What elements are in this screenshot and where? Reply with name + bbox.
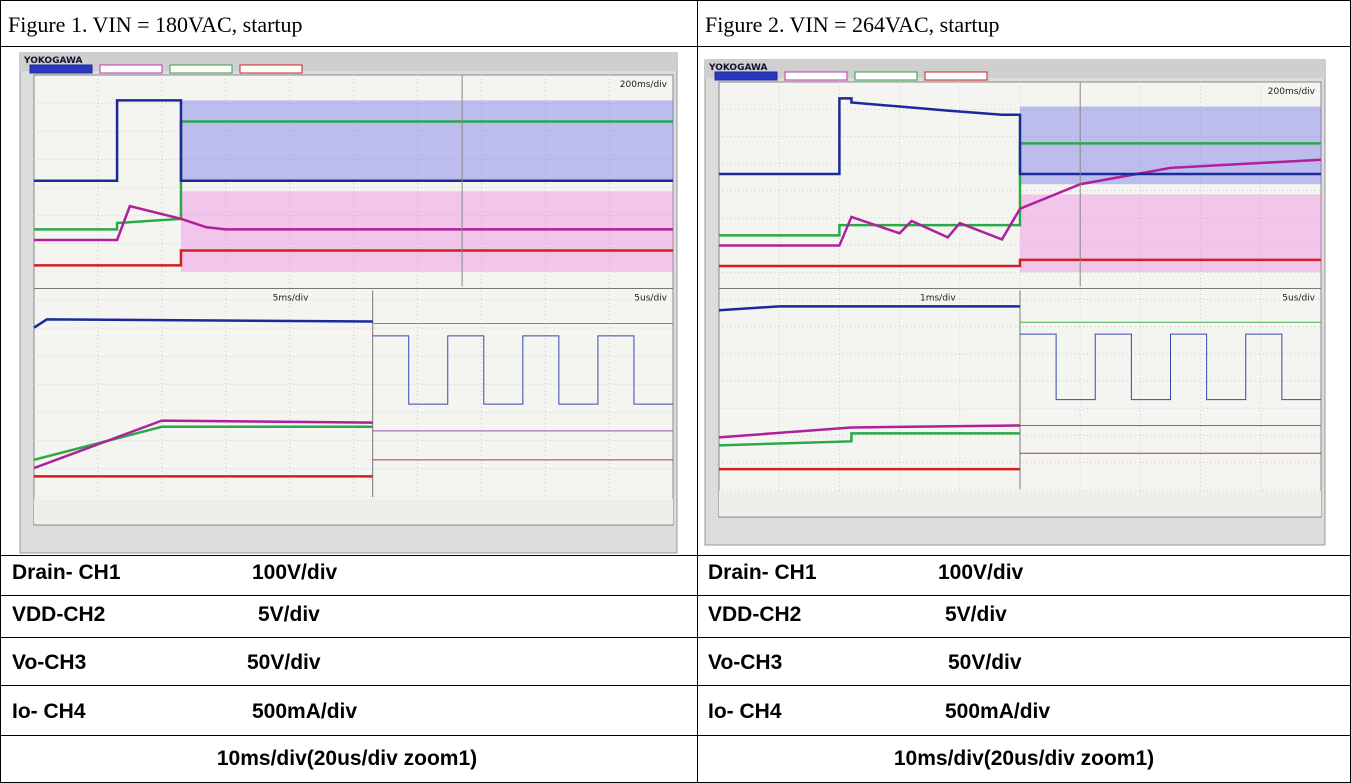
channel-chip <box>785 72 847 80</box>
scale-label: 50V/div <box>247 651 321 675</box>
scale-label: 5V/div <box>258 603 320 627</box>
timebase: 200ms/div <box>1268 87 1316 97</box>
scale-label: 100V/div <box>252 561 337 585</box>
zoom-timebase: 5ms/div <box>273 294 309 304</box>
shade <box>181 100 673 180</box>
page: Figure 1. VIN = 180VAC, startup Figure 2… <box>0 0 1351 783</box>
channel-label: Io- CH4 <box>708 700 782 724</box>
channel-chip <box>170 65 232 73</box>
scale-label: 500mA/div <box>252 700 357 724</box>
channel-label: Io- CH4 <box>12 700 86 724</box>
channel-chip <box>715 72 777 80</box>
shade <box>181 191 673 271</box>
channel-label: Drain- CH1 <box>12 561 121 585</box>
readout <box>34 499 673 524</box>
scale-label: 500mA/div <box>945 700 1050 724</box>
channel-label: Vo-CH3 <box>708 651 782 675</box>
timebase: 200ms/div <box>620 80 668 90</box>
readout <box>719 491 1321 516</box>
channel-chip <box>240 65 302 73</box>
scale-label: 50V/div <box>948 651 1022 675</box>
footer: 10ms/div(20us/div zoom1) <box>697 747 1351 771</box>
zoom-timebase: 1ms/div <box>920 293 956 303</box>
scale-label: 5V/div <box>945 603 1007 627</box>
channel-label: VDD-CH2 <box>12 603 105 627</box>
channel-label: VDD-CH2 <box>708 603 801 627</box>
zoom-timebase: 5us/div <box>1282 293 1315 303</box>
shade <box>1020 107 1321 185</box>
scale-label: 100V/div <box>938 561 1023 585</box>
channel-chip <box>30 65 92 73</box>
channel-chip <box>855 72 917 80</box>
footer: 10ms/div(20us/div zoom1) <box>20 747 674 771</box>
channel-chip <box>925 72 987 80</box>
channel-chip <box>100 65 162 73</box>
zoom-timebase: 5us/div <box>634 294 667 304</box>
channel-label: Vo-CH3 <box>12 651 86 675</box>
scope-images: YOKOGAWA200ms/div5ms/div5us/divYOKOGAWA2… <box>0 0 1351 783</box>
channel-label: Drain- CH1 <box>708 561 817 585</box>
